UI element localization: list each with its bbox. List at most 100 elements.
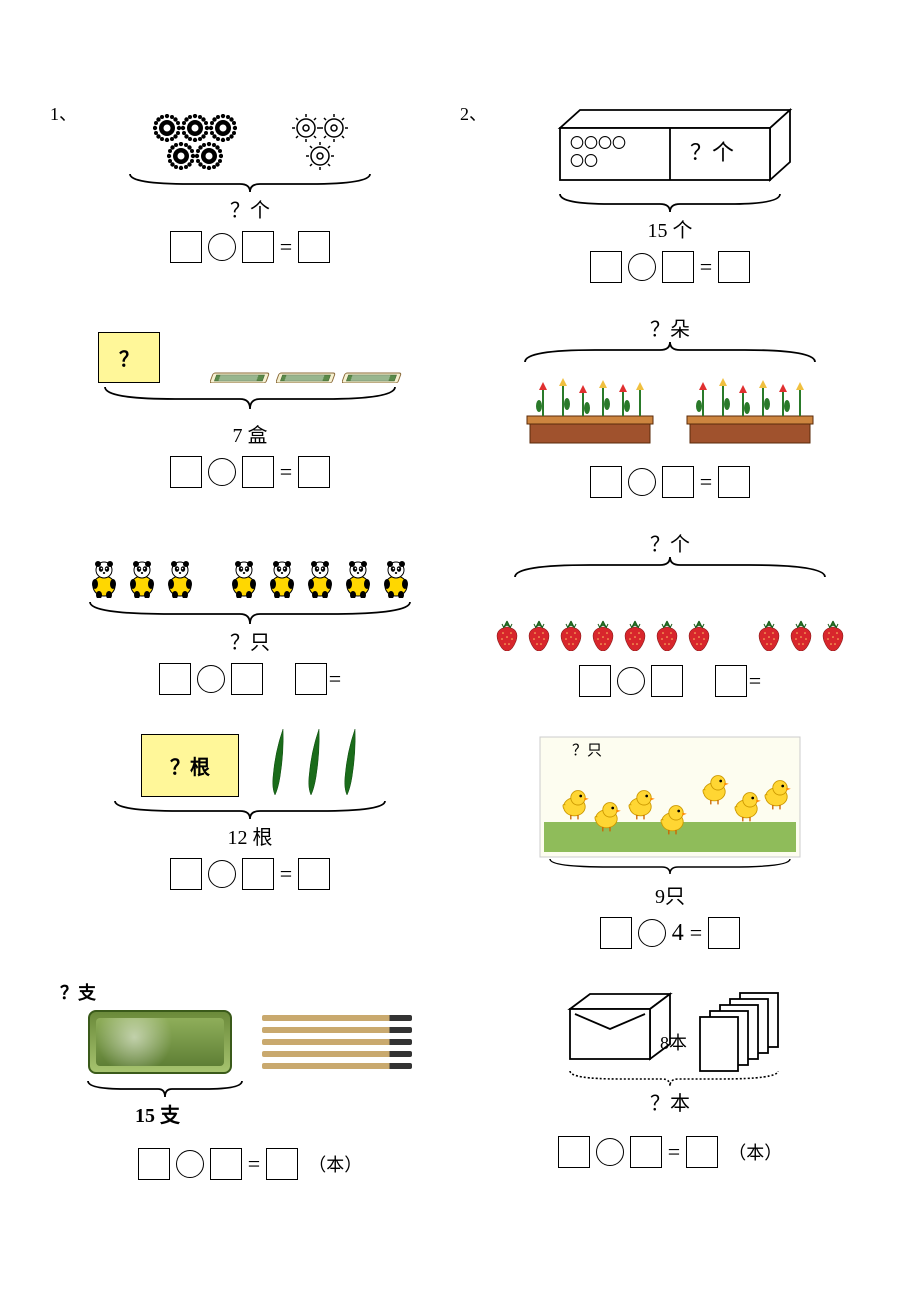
operator-box[interactable] (208, 233, 236, 261)
leaf-icon (269, 727, 287, 797)
strawberry-icon (556, 617, 586, 651)
svg-text:8本: 8本 (660, 1033, 687, 1053)
yellow-text: ？根 (170, 757, 210, 779)
equation-3: = (60, 456, 440, 488)
equals-sign: = (280, 861, 292, 887)
row-1: 1、 ？个 = 2、 (60, 100, 860, 283)
answer-box[interactable] (579, 665, 611, 697)
operator-box[interactable] (208, 458, 236, 486)
panda-group-left (87, 558, 197, 598)
answer-box[interactable] (686, 1136, 718, 1168)
operator-box[interactable] (208, 860, 236, 888)
answer-box[interactable] (600, 917, 632, 949)
panda-icon (265, 558, 299, 598)
answer-box[interactable] (298, 858, 330, 890)
unit-label: （本） (308, 1151, 362, 1177)
row-4: ？根 12 根 = ？只 (60, 727, 860, 949)
gear-icon (209, 114, 237, 142)
answer-box[interactable] (718, 466, 750, 498)
strawberry-icon (652, 617, 682, 651)
operator-box[interactable] (638, 919, 666, 947)
answer-box[interactable] (590, 466, 622, 498)
answer-box[interactable] (138, 1148, 170, 1180)
problem-10: 8本 ？本 = （本） (480, 979, 860, 1168)
answer-box[interactable] (295, 663, 327, 695)
answer-box[interactable] (159, 663, 191, 695)
strawberry-icon (754, 617, 784, 651)
unit-label: （本） (728, 1139, 782, 1165)
pencil-icon (262, 1027, 412, 1033)
pencil-icon (262, 1051, 412, 1057)
brace-top-icon (515, 340, 825, 366)
pencil-icon (262, 1063, 412, 1069)
equation-6: = (480, 665, 860, 697)
answer-box[interactable] (242, 456, 274, 488)
answer-box[interactable] (630, 1136, 662, 1168)
brace-7: 12 根 (60, 797, 440, 850)
brace-icon (80, 598, 420, 628)
svg-text:？只: ？只 (572, 743, 602, 759)
problem-1: 1、 ？个 = (60, 100, 440, 263)
answer-box[interactable] (242, 231, 274, 263)
answer-box[interactable] (170, 456, 202, 488)
answer-box[interactable] (298, 231, 330, 263)
operator-box[interactable] (596, 1138, 624, 1166)
problem-7: ？根 12 根 = (60, 727, 440, 890)
brace-label-3: 7 盒 (60, 419, 440, 448)
equation-9: = （本） (60, 1148, 440, 1180)
strawberry-icon (818, 617, 848, 651)
answer-box[interactable] (708, 917, 740, 949)
strawberry-icon (684, 617, 714, 651)
strawberry-icon (620, 617, 650, 651)
panda-group-right (227, 558, 413, 598)
answer-box[interactable] (662, 251, 694, 283)
answer-box[interactable] (266, 1148, 298, 1180)
answer-box[interactable] (170, 231, 202, 263)
problem-5: ？只 = (60, 528, 440, 695)
brace-4-top: ？朵 (480, 313, 860, 366)
equals-sign: = (749, 668, 761, 694)
pencilbox-icon (210, 371, 270, 383)
chick-visual: ？只 9只 (480, 727, 860, 909)
brace-icon (550, 190, 790, 216)
answer-box[interactable] (558, 1136, 590, 1168)
answer-box[interactable] (662, 466, 694, 498)
operator-box[interactable] (176, 1150, 204, 1178)
answer-box[interactable] (590, 251, 622, 283)
box-left-text2: 〇〇 (570, 153, 598, 169)
problem-6: ？个 = (480, 528, 860, 697)
gear-icon (153, 114, 181, 142)
top-label-9: ？支 (60, 979, 440, 1005)
equation-10: = （本） (480, 1136, 860, 1168)
strawberry-icon (786, 617, 816, 651)
brace-label-4: ？朵 (480, 313, 860, 342)
answer-box[interactable] (231, 663, 263, 695)
brace-label-5: ？只 (60, 626, 440, 655)
operator-box[interactable] (628, 468, 656, 496)
equals-sign: = (690, 920, 702, 946)
gear-icon (195, 142, 223, 170)
equation-8: 4 = (480, 917, 860, 949)
answer-box[interactable] (298, 456, 330, 488)
answer-box[interactable] (715, 665, 747, 697)
answer-box[interactable] (718, 251, 750, 283)
answer-box[interactable] (242, 858, 274, 890)
answer-box[interactable] (170, 858, 202, 890)
yellow-unknown-box: ？根 (141, 734, 239, 797)
gear-outline-icon (292, 114, 320, 142)
problem-4: ？朵 = (480, 313, 860, 498)
pen-visual (60, 1007, 440, 1077)
problem-3: ？ 7 盒 = (60, 313, 440, 488)
answer-box[interactable] (210, 1148, 242, 1180)
strawberry-visual (480, 581, 860, 651)
brace-1: ？个 (60, 170, 440, 223)
operator-box[interactable] (628, 253, 656, 281)
strawberry-group-right (754, 617, 848, 651)
answer-box[interactable] (651, 665, 683, 697)
brace-6-top: ？个 (480, 528, 860, 581)
leaf-icon (305, 727, 323, 797)
operator-box[interactable] (617, 667, 645, 695)
gear-icon (181, 114, 209, 142)
equation-2: = (480, 251, 860, 283)
operator-box[interactable] (197, 665, 225, 693)
